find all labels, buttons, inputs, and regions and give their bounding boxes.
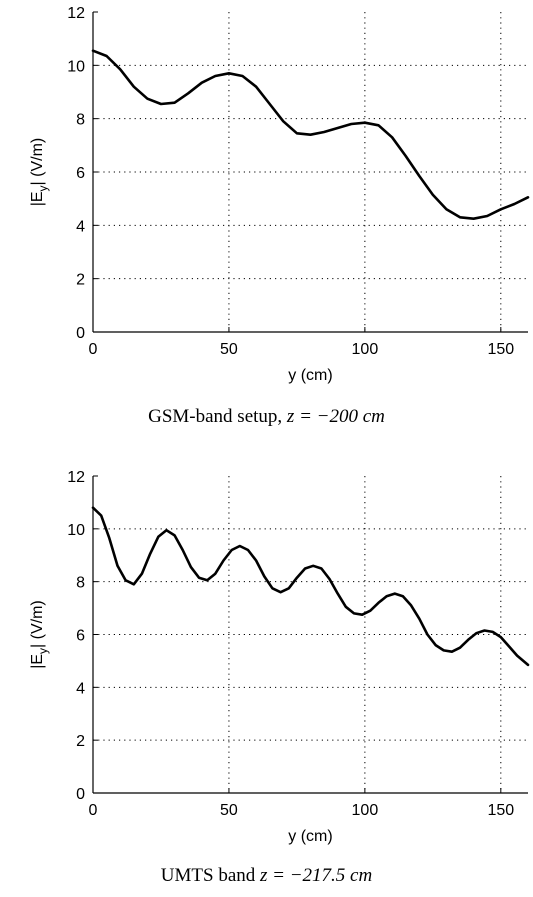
caption-gsm-text: GSM-band setup,	[148, 406, 287, 427]
chart2-y-tick-label: 0	[76, 786, 85, 803]
chart2-x-tick-label: 150	[487, 802, 514, 819]
caption-gsm: GSM-band setup, z = −200 cm	[0, 406, 533, 428]
chart1-x-tick-label: 150	[487, 341, 514, 358]
caption-umts-math: z = −217.5 cm	[260, 865, 373, 886]
chart1-y-tick-label: 8	[76, 112, 85, 129]
caption-gsm-math: z = −200 cm	[286, 406, 385, 427]
chart2-x-axis-label: y (cm)	[288, 828, 332, 845]
chart1-y-tick-label: 6	[76, 165, 85, 182]
chart2-y-tick-label: 2	[76, 733, 85, 750]
chart1-x-tick-label: 0	[89, 341, 98, 358]
chart2-y-tick-label: 12	[67, 469, 85, 486]
chart1-x-tick-label: 100	[352, 341, 379, 358]
chart1-series-line	[91, 49, 530, 220]
chart1-x-tick-label: 50	[220, 341, 238, 358]
chart2-y-tick-label: 8	[76, 575, 85, 592]
chart1-y-tick-label: 12	[67, 5, 85, 22]
chart2-y-axis-label: |Ey| (V/m)	[29, 600, 50, 669]
chart1-y-tick-label: 4	[76, 218, 85, 235]
chart1-y-axis-label: |Ey| (V/m)	[29, 138, 50, 207]
chart1-x-axis-label: y (cm)	[288, 367, 332, 384]
chart2-y-tick-label: 6	[76, 628, 85, 645]
chart2-x-tick-label: 0	[89, 802, 98, 819]
chart1-y-tick-label: 10	[67, 58, 85, 75]
chart1-y-tick-label: 2	[76, 272, 85, 289]
chart2-x-tick-label: 100	[352, 802, 379, 819]
chart2-y-tick-label: 4	[76, 680, 85, 697]
chart1-y-tick-label: 0	[76, 325, 85, 342]
chart2-series-line	[91, 506, 530, 667]
chart2-y-tick-label: 10	[67, 522, 85, 539]
caption-umts: UMTS band z = −217.5 cm	[0, 865, 533, 887]
chart2-x-tick-label: 50	[220, 802, 238, 819]
caption-umts-text: UMTS band	[160, 865, 261, 886]
